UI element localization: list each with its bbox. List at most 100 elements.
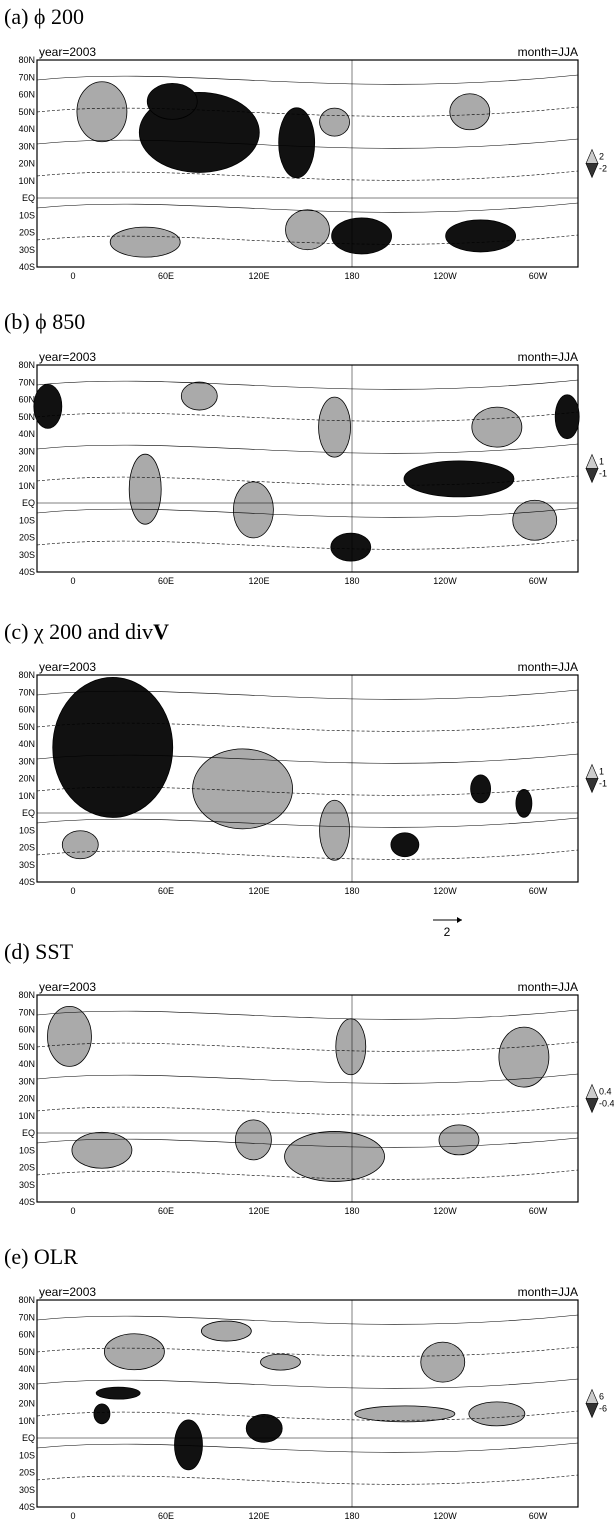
month-label: month=JJA — [518, 45, 578, 59]
shaded-region — [285, 1131, 385, 1181]
lat-label: 20N — [18, 159, 35, 169]
lat-label: 50N — [18, 107, 35, 117]
lon-label: 60E — [158, 1511, 174, 1521]
colorbar-bottom — [586, 1099, 598, 1113]
lon-label: 180 — [344, 886, 359, 896]
month-label: month=JJA — [518, 1285, 578, 1299]
shaded-region — [472, 407, 522, 447]
dark-region — [53, 677, 173, 817]
lon-label: 120W — [433, 1511, 457, 1521]
lat-label: 40S — [19, 567, 35, 577]
page: {"panels": [ {"title": "(a) ϕ 200", "yea… — [0, 0, 614, 1528]
figure: (a) ϕ 200 year=2003 month=JJA 80N 70N 60N 50N 4… — [0, 0, 614, 1528]
lon-label: 60W — [529, 271, 548, 281]
colorbar-top — [586, 1085, 598, 1099]
lat-label: EQ — [22, 1433, 35, 1443]
lon-label: 0 — [70, 576, 75, 586]
lon-label: 120W — [433, 1206, 457, 1216]
lat-label: 40S — [19, 262, 35, 272]
dark-region — [94, 1404, 110, 1424]
dark-region — [332, 218, 392, 254]
lat-label: 30S — [19, 1485, 35, 1495]
lat-label: 30S — [19, 1180, 35, 1190]
lat-label: 30N — [18, 141, 35, 151]
colorbar-top — [586, 1390, 598, 1404]
lon-label: 120E — [248, 886, 269, 896]
lat-label: 20S — [19, 1468, 35, 1478]
lat-label: 60N — [18, 1025, 35, 1035]
colorbar-label: -6 — [599, 1404, 607, 1414]
lat-label: 40N — [18, 429, 35, 439]
lat-label: 80N — [18, 1295, 35, 1305]
year-label: year=2003 — [39, 1285, 96, 1299]
lon-label: 180 — [344, 576, 359, 586]
colorbar-label: 2 — [599, 152, 604, 162]
lat-label: 30S — [19, 860, 35, 870]
lon-label: 120W — [433, 576, 457, 586]
lon-label: 60E — [158, 886, 174, 896]
lat-label: 40N — [18, 1364, 35, 1374]
month-label: month=JJA — [518, 980, 578, 994]
lat-label: 30N — [18, 1381, 35, 1391]
lon-label: 60W — [529, 1511, 548, 1521]
colorbar-top — [586, 150, 598, 164]
colorbar-label: -2 — [599, 164, 607, 174]
lat-label: 70N — [18, 72, 35, 82]
lat-label: 20N — [18, 1094, 35, 1104]
lat-label: EQ — [22, 808, 35, 818]
lat-label: 60N — [18, 395, 35, 405]
shaded-region — [336, 1019, 366, 1075]
lon-label: 60E — [158, 271, 174, 281]
lat-label: 40S — [19, 877, 35, 887]
panel: (b) ϕ 850year=2003month=JJA80N70N60N50N4… — [4, 309, 607, 586]
colorbar-bottom — [586, 779, 598, 793]
title-text: (c) χ 200 and div — [4, 619, 153, 644]
lat-label: 60N — [18, 705, 35, 715]
lon-label: 180 — [344, 1511, 359, 1521]
lat-label: 80N — [18, 55, 35, 65]
lat-label: 80N — [18, 670, 35, 680]
lat-label: 40S — [19, 1502, 35, 1512]
vector-scale-label: 2 — [444, 925, 451, 939]
lon-label: 120E — [248, 1206, 269, 1216]
lat-label: 60N — [18, 1330, 35, 1340]
lat-label: 50N — [18, 1347, 35, 1357]
lat-label: EQ — [22, 1128, 35, 1138]
lat-label: 40N — [18, 739, 35, 749]
lon-label: 0 — [70, 1206, 75, 1216]
shaded-region — [320, 108, 350, 136]
lon-label: 180 — [344, 271, 359, 281]
lat-label: EQ — [22, 498, 35, 508]
lat-label: 10S — [19, 515, 35, 525]
lat-label: 80N — [18, 990, 35, 1000]
lat-label: 10S — [19, 1145, 35, 1155]
lat-label: 50N — [18, 1042, 35, 1052]
title-text: (d) SST — [4, 939, 74, 964]
month-label: month=JJA — [518, 350, 578, 364]
shaded-region — [469, 1402, 525, 1426]
dark-region — [471, 775, 491, 803]
lat-label: 70N — [18, 687, 35, 697]
lat-label: 10S — [19, 1450, 35, 1460]
shaded-region — [513, 500, 557, 540]
lat-label: 40S — [19, 1197, 35, 1207]
lat-label: 20N — [18, 1399, 35, 1409]
shaded-region — [110, 227, 180, 257]
year-label: year=2003 — [39, 45, 96, 59]
lat-label: 30N — [18, 1076, 35, 1086]
lat-label: 10S — [19, 825, 35, 835]
year-label: year=2003 — [39, 660, 96, 674]
colorbar-label: 1 — [599, 767, 604, 777]
shaded-region — [421, 1342, 465, 1382]
colorbar-label: 1 — [599, 457, 604, 467]
lon-label: 120E — [248, 576, 269, 586]
lat-label: 30S — [19, 245, 35, 255]
lat-label: 30N — [18, 756, 35, 766]
lat-label: 70N — [18, 1007, 35, 1017]
shaded-region — [320, 800, 350, 860]
dark-region — [446, 220, 516, 252]
shaded-region — [104, 1334, 164, 1370]
panel-title: (a) ϕ 200 — [4, 4, 84, 29]
lat-label: 10N — [18, 1416, 35, 1426]
shaded-region — [72, 1132, 132, 1168]
